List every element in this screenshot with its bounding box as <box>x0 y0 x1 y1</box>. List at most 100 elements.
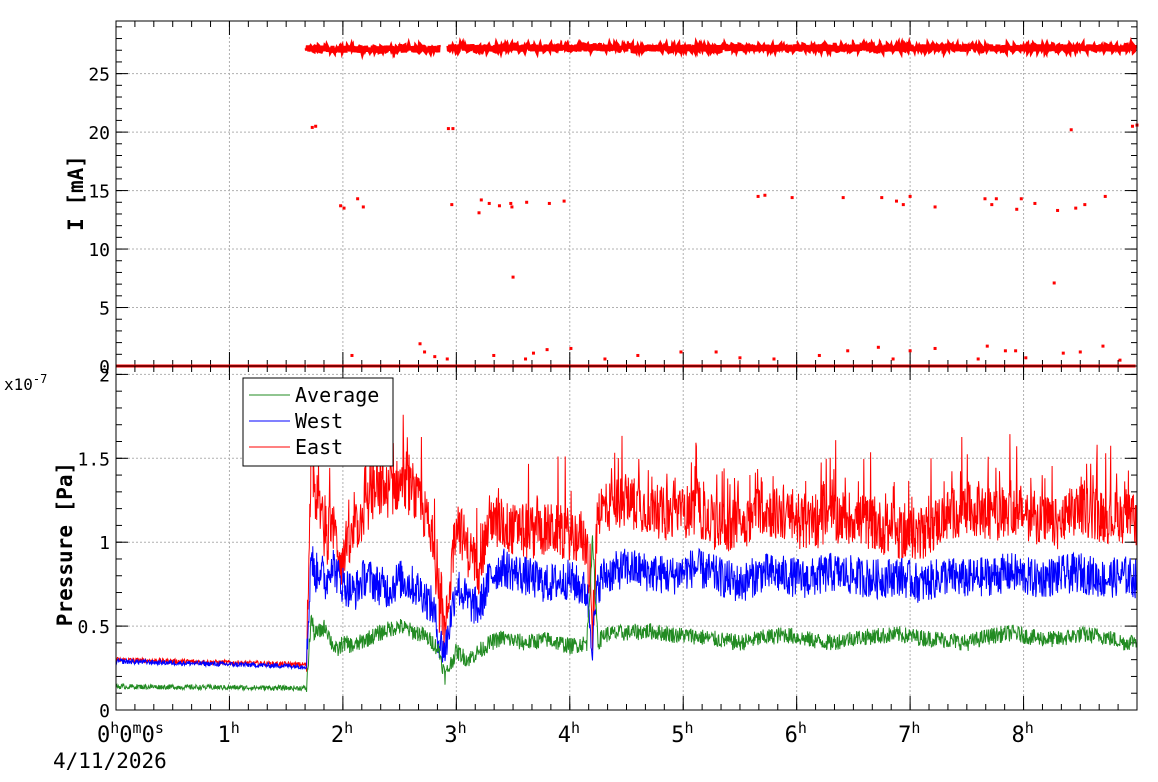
current-point <box>817 353 821 357</box>
current-point <box>603 357 607 361</box>
x-tick-label: 2h <box>331 719 353 748</box>
current-point <box>525 200 529 204</box>
legend-label-east: East <box>295 435 343 459</box>
current-point <box>841 196 845 200</box>
current-point <box>450 203 454 207</box>
pressure-frame <box>115 365 1138 711</box>
current-point <box>933 346 937 350</box>
x-tick-label: 8h <box>1012 719 1034 748</box>
y-tick-label: 0 <box>99 701 110 722</box>
x-tick-label: 3h <box>444 719 466 748</box>
legend: Average West East <box>242 377 394 467</box>
current-point <box>511 275 515 279</box>
current-plot: 0 5 10 15 20 25 <box>88 20 1139 378</box>
current-point <box>545 348 549 352</box>
y-tick-label: 15 <box>88 182 110 203</box>
current-point <box>891 357 895 361</box>
current-point <box>901 203 905 207</box>
current-point <box>487 201 491 205</box>
current-frame <box>115 20 1138 367</box>
current-point <box>908 349 912 353</box>
current-point <box>339 204 343 208</box>
current-point <box>976 357 980 361</box>
current-point <box>1130 124 1134 128</box>
y-tick-label: 20 <box>88 123 110 144</box>
current-point <box>531 351 535 355</box>
current-ylabel: I [mA] <box>64 155 88 231</box>
current-point <box>1069 128 1073 132</box>
pressure-ylabel: Pressure [Pa] <box>53 462 77 626</box>
current-point <box>492 353 496 357</box>
current-point <box>1118 358 1122 362</box>
current-point <box>350 353 354 357</box>
current-point <box>756 194 760 198</box>
current-point <box>738 356 742 360</box>
y-tick-label: 5 <box>99 299 110 320</box>
current-point <box>1074 206 1078 210</box>
current-point <box>994 197 998 201</box>
current-point <box>846 349 850 353</box>
pressure-exponent: x10-7 <box>4 372 47 394</box>
x-tick-label: 0h0m0s <box>97 719 164 748</box>
current-point <box>1056 208 1060 212</box>
current-point <box>876 345 880 349</box>
current-point <box>356 197 360 201</box>
current-point <box>342 206 346 210</box>
current-point <box>497 204 501 208</box>
current-point <box>1003 349 1007 353</box>
current-point <box>418 342 422 346</box>
current-point <box>790 196 794 200</box>
pressure-line-average <box>115 535 1137 693</box>
x-axis: 0h0m0s 1h 2h 3h 4h 5h 6h 7h 8h <box>97 719 1034 748</box>
y-tick-label: 2 <box>99 365 110 386</box>
current-point <box>310 125 314 129</box>
current-point <box>510 205 514 209</box>
x-tick-label: 6h <box>785 719 807 748</box>
current-point <box>679 350 683 354</box>
y-tick-label: 10 <box>88 240 110 261</box>
current-point <box>636 353 640 357</box>
current-point <box>1083 203 1087 207</box>
current-point <box>1015 207 1019 211</box>
x-tick-label: 1h <box>217 719 239 748</box>
current-point <box>547 201 551 205</box>
current-point <box>451 127 455 131</box>
current-point <box>477 211 481 215</box>
x-axis-date: 4/11/2026 <box>53 749 167 773</box>
current-point <box>509 201 513 205</box>
x-tick-label: 5h <box>671 719 693 748</box>
current-point <box>772 357 776 361</box>
x-tick-label: 7h <box>898 719 920 748</box>
y-tick-label: 1.5 <box>77 449 110 470</box>
current-band <box>304 37 441 61</box>
current-point <box>433 355 437 359</box>
legend-label-average: Average <box>295 383 379 407</box>
current-point <box>1101 344 1105 348</box>
current-point <box>1024 356 1028 360</box>
y-tick-label: 1 <box>99 533 110 554</box>
current-point <box>569 346 573 350</box>
y-tick-label: 0.5 <box>77 617 110 638</box>
current-point <box>446 127 450 131</box>
current-point <box>445 357 449 361</box>
current-point <box>763 193 767 197</box>
pressure-line-east <box>115 404 1137 672</box>
current-band <box>446 37 725 59</box>
current-point <box>361 205 365 209</box>
y-tick-label: 25 <box>88 65 110 86</box>
legend-label-west: West <box>295 409 343 433</box>
current-point <box>1033 201 1037 205</box>
current-point <box>423 350 427 354</box>
current-point <box>990 203 994 207</box>
current-band <box>721 36 1138 59</box>
current-point <box>1052 281 1056 285</box>
current-point <box>479 198 483 202</box>
current-point <box>983 197 987 201</box>
current-point <box>562 199 566 203</box>
current-point <box>933 205 937 209</box>
current-point <box>524 357 528 361</box>
current-point <box>908 194 912 198</box>
current-point <box>880 196 884 200</box>
current-point <box>1061 351 1065 355</box>
